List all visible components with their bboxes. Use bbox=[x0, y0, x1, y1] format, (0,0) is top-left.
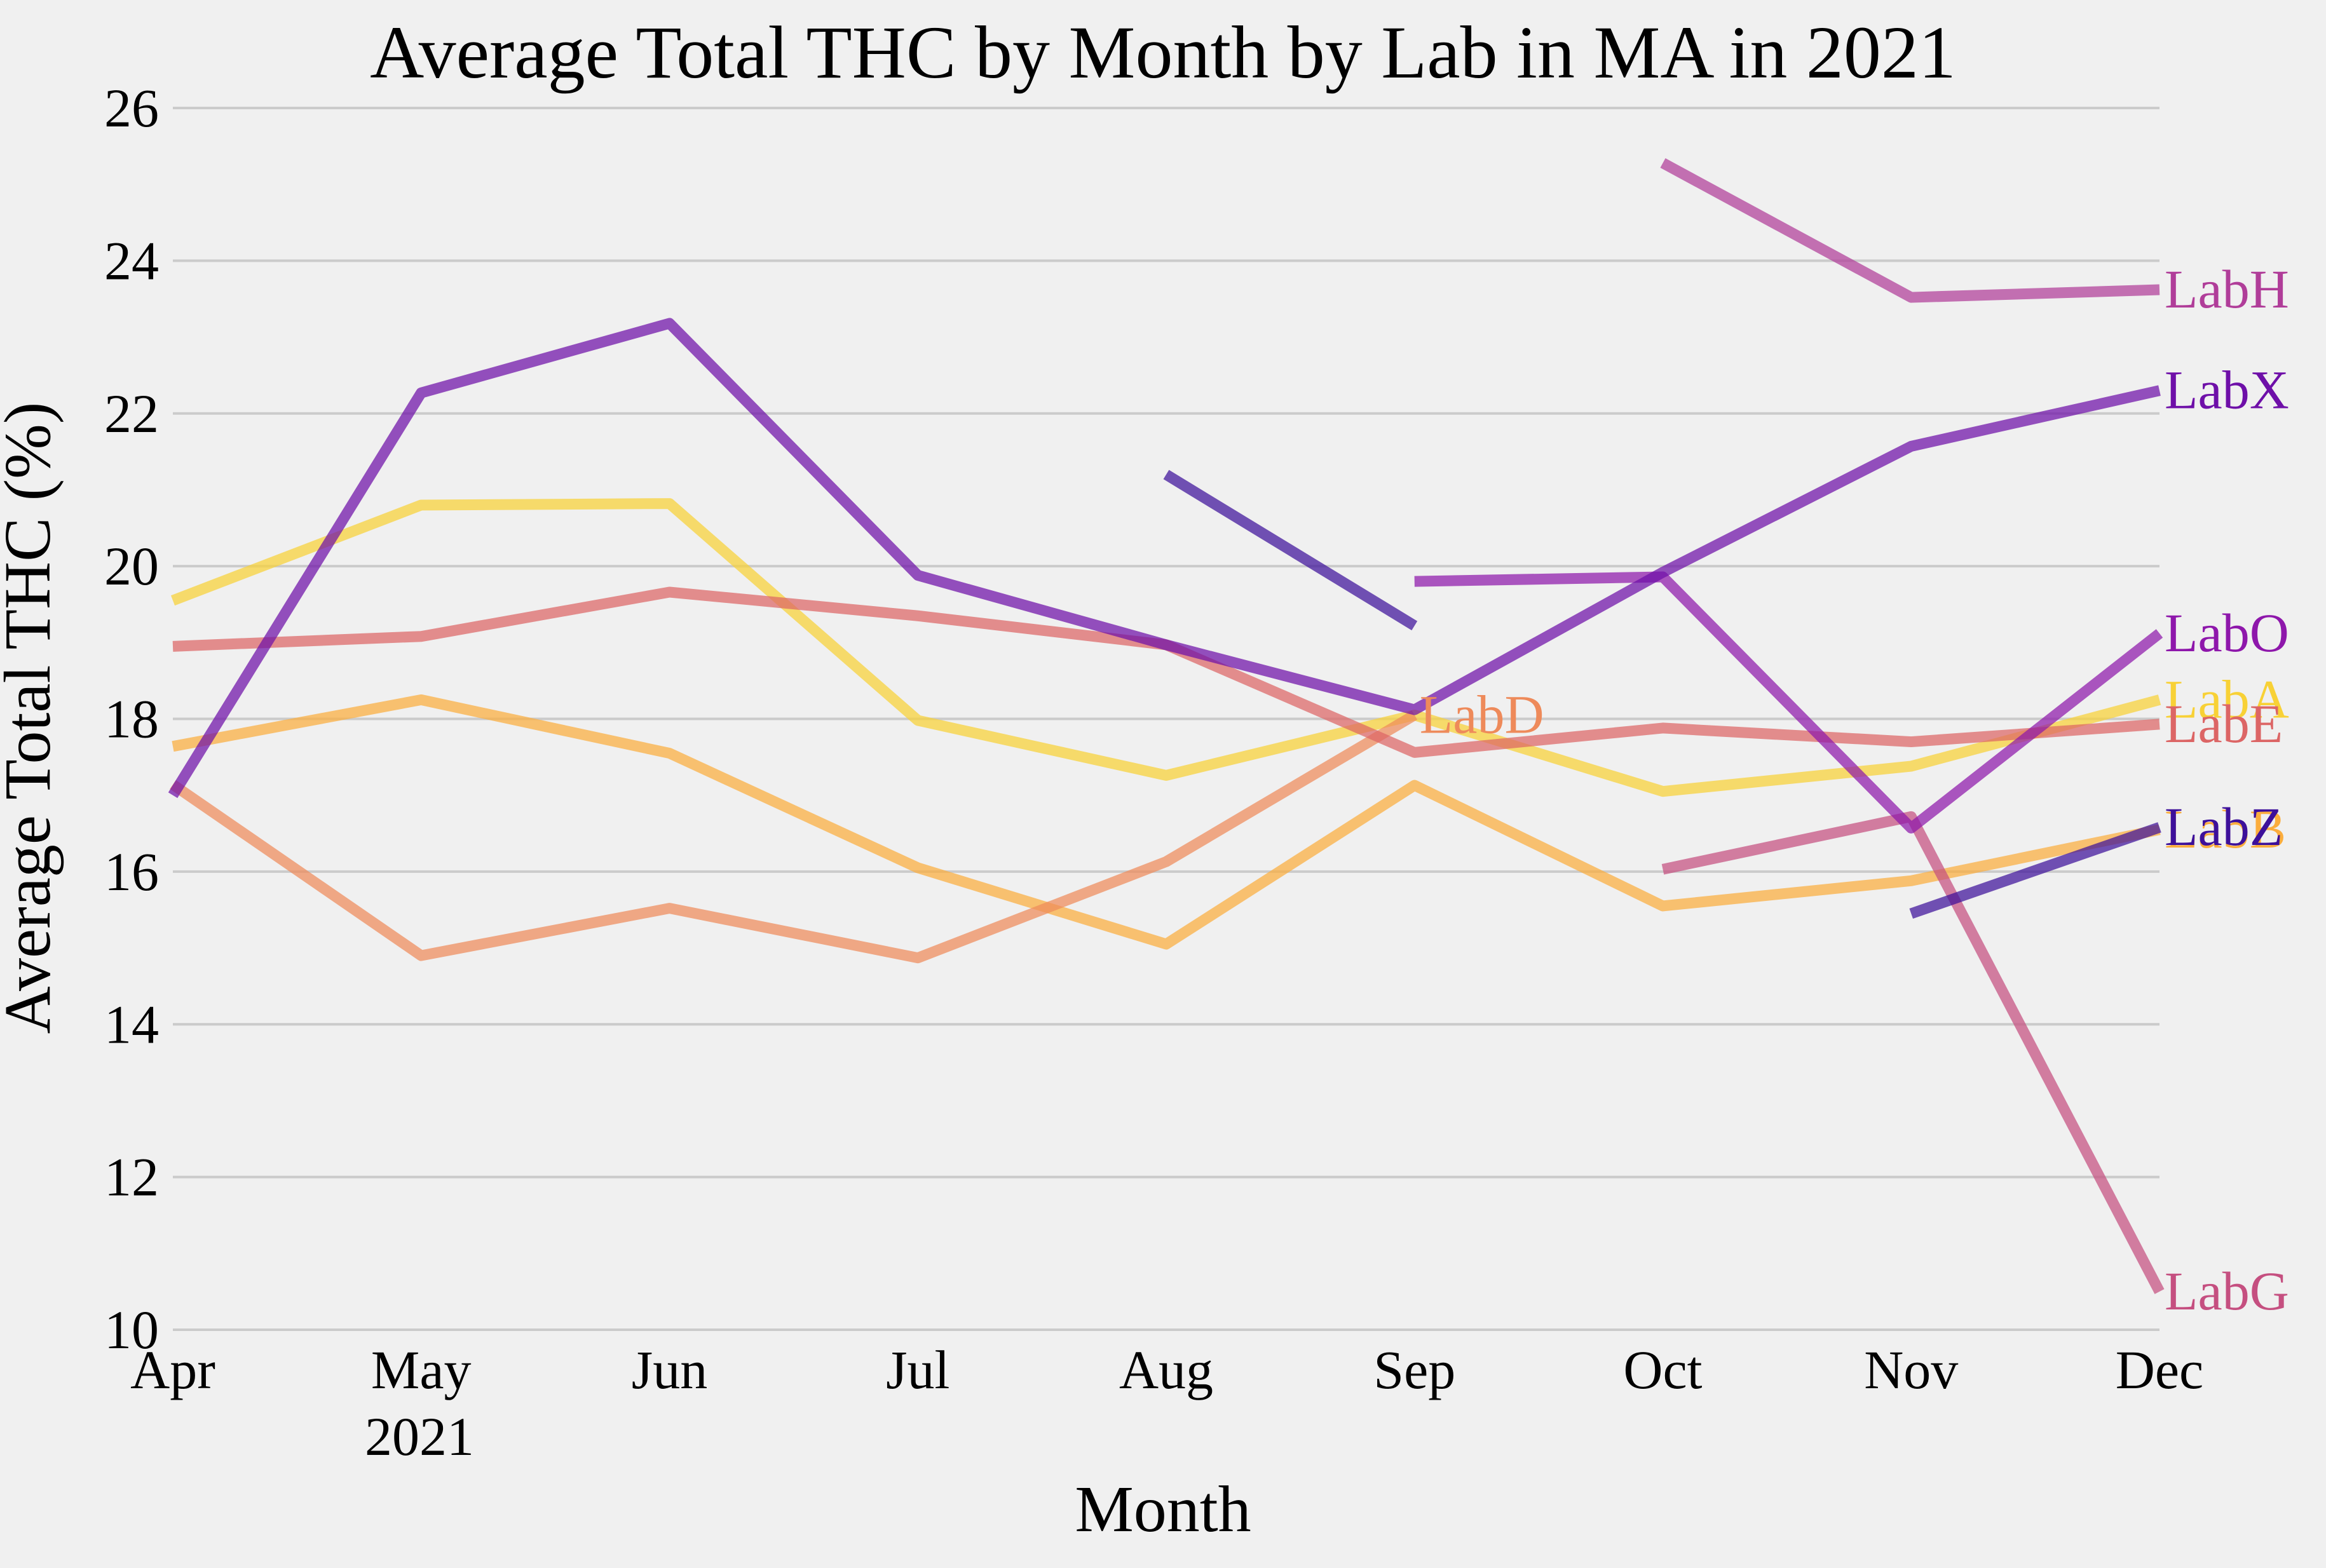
x-tick-label: Aug bbox=[1119, 1339, 1213, 1400]
series-line-labz bbox=[1163, 470, 1418, 631]
series-label-laba: LabA bbox=[2165, 668, 2289, 729]
series-labels: LabA LabB LabD LabE LabG LabH LabO LabX LabZ bbox=[1420, 259, 2289, 1321]
y-tick-label: 10 bbox=[104, 1299, 159, 1360]
series-line-labx bbox=[168, 318, 2161, 799]
series-label-labz: LabZ bbox=[2165, 796, 2283, 857]
y-tick-label: 24 bbox=[104, 230, 159, 291]
y-tick-label: 14 bbox=[104, 994, 159, 1055]
x-tick-label: Jun bbox=[632, 1339, 707, 1400]
x-tick-year: 2021 bbox=[365, 1406, 474, 1467]
x-axis-label: Month bbox=[1075, 1473, 1251, 1546]
series-line-labe bbox=[172, 586, 2160, 758]
series-label-labh: LabH bbox=[2165, 259, 2289, 320]
series-label-labg: LabG bbox=[2165, 1260, 2289, 1321]
y-tick-label: 26 bbox=[104, 78, 159, 139]
series-line-labg bbox=[1661, 811, 2165, 1294]
y-tick-label: 16 bbox=[104, 841, 159, 902]
series-lines bbox=[168, 158, 2165, 1294]
x-tick-label: May bbox=[371, 1339, 472, 1400]
y-tick-label: 20 bbox=[104, 536, 159, 597]
series-line-labz bbox=[1909, 822, 2161, 919]
gridlines bbox=[173, 107, 2159, 1331]
series-label-labb: LabB bbox=[2165, 799, 2286, 860]
series-line-labo bbox=[1414, 571, 2163, 834]
series-line-laba bbox=[170, 498, 2161, 797]
series-label-labd: LabD bbox=[1420, 684, 1544, 745]
x-tick-label: Jul bbox=[886, 1339, 949, 1400]
y-axis-label: Average Total THC (%) bbox=[0, 402, 64, 1034]
axis-ticks: 10 12 14 16 18 20 22 24 26 Apr May Jun Jul Aug Sep Oct N… bbox=[104, 78, 2203, 1400]
x-tick-label: Apr bbox=[130, 1339, 215, 1400]
series-line-labh bbox=[1660, 158, 2160, 303]
y-tick-label: 12 bbox=[104, 1147, 159, 1208]
x-tick-label: Dec bbox=[2116, 1339, 2203, 1400]
y-tick-label: 22 bbox=[104, 383, 159, 444]
series-line-labd bbox=[170, 710, 1418, 964]
x-tick-label: Sep bbox=[1373, 1339, 1455, 1400]
series-line-labb bbox=[172, 694, 2161, 950]
chart-title: Average Total THC by Month by Lab in MA … bbox=[370, 11, 1956, 94]
series-label-labx: LabX bbox=[2165, 360, 2289, 421]
x-tick-label: Oct bbox=[1623, 1339, 1702, 1400]
y-tick-label: 18 bbox=[104, 689, 159, 750]
x-tick-label: Nov bbox=[1864, 1339, 1958, 1400]
series-label-labe: LabE bbox=[2165, 693, 2283, 754]
series-label-labo: LabO bbox=[2165, 602, 2289, 663]
